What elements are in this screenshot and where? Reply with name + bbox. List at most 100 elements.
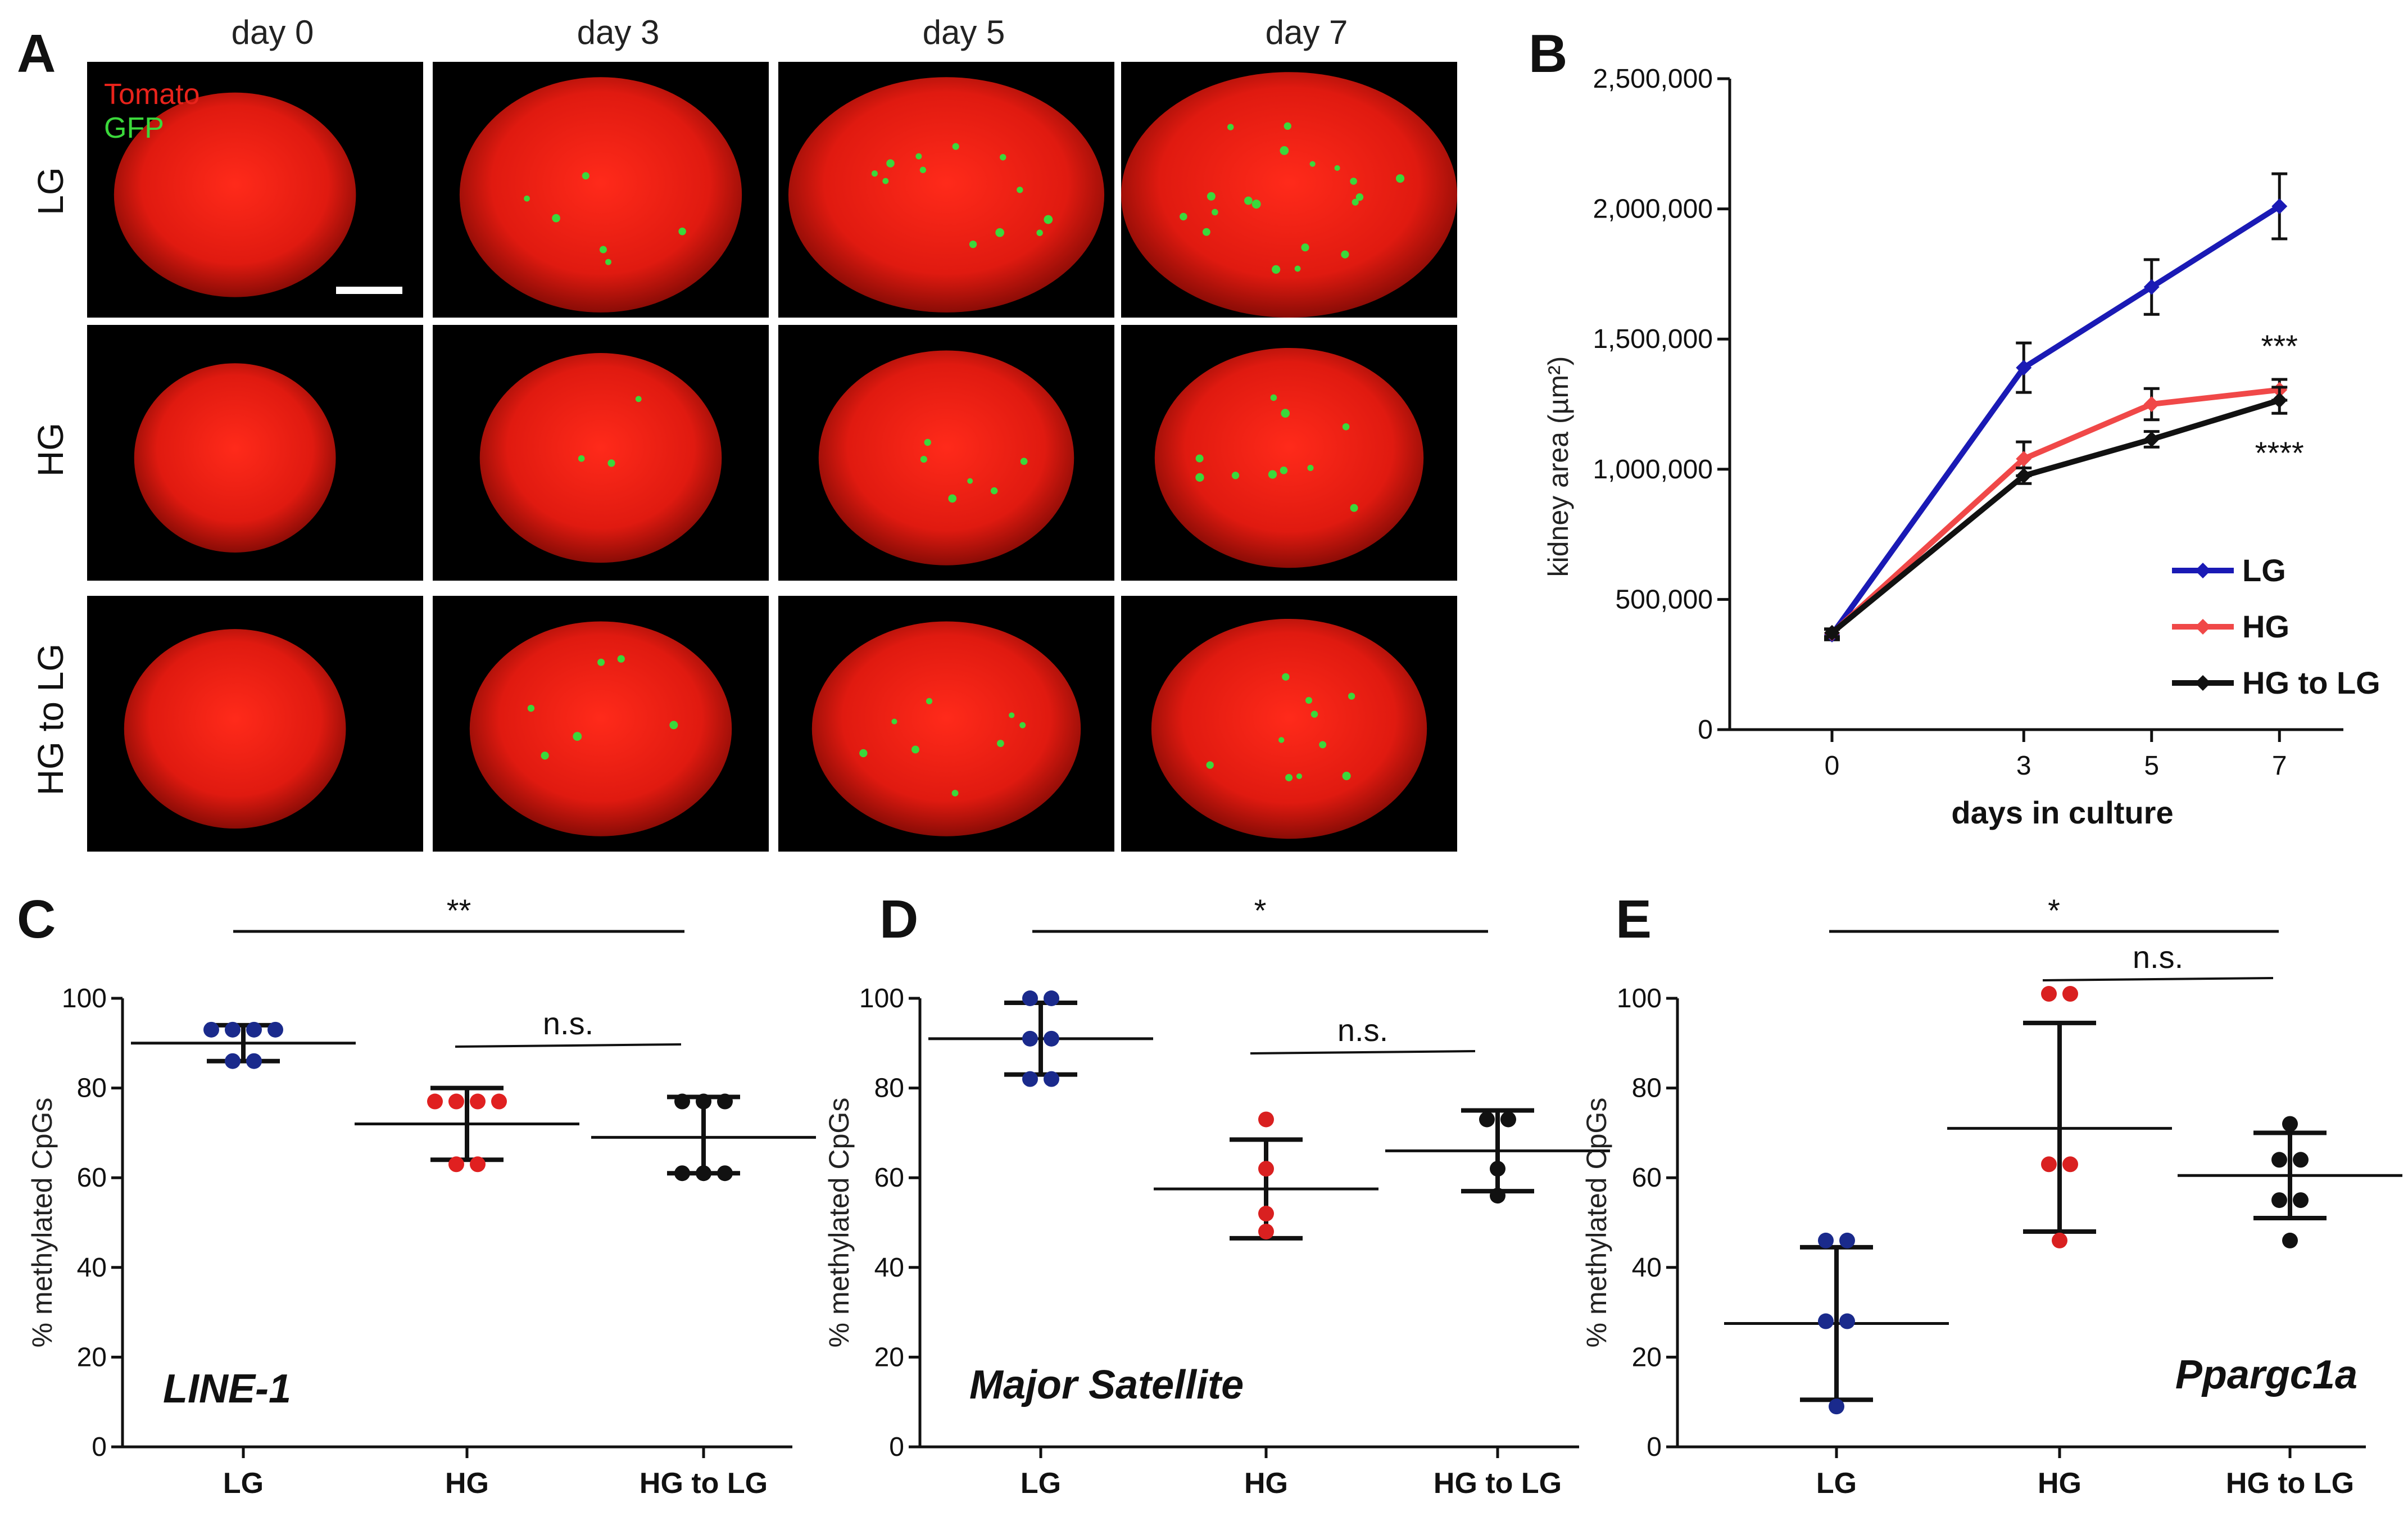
d-data-point [1044,1071,1059,1087]
gfp-spot [1207,192,1216,201]
c-y-tick-label: 80 [77,1074,107,1103]
b-data-point [2143,396,2160,412]
column-title-day-0: day 0 [232,13,314,51]
gfp-spot [605,259,611,265]
scale-bar [336,287,402,294]
c-y-tick-label: 20 [77,1342,107,1372]
d-data-point [1258,1206,1274,1222]
gfp-spot [617,655,625,663]
b-x-tick-label: 7 [2272,751,2287,781]
kidney-tissue-1-1 [479,353,722,563]
gfp-spot [1009,712,1015,718]
panel-label-e: E [1616,889,1652,949]
d-bracket-ns-label: n.s. [1337,1012,1388,1048]
gfp-spot [924,438,931,446]
e-y-tick-label: 20 [1632,1342,1662,1372]
b-y-tick-label: 2,000,000 [1593,194,1713,224]
e-data-point [2041,986,2057,1002]
b-data-point [2016,360,2032,376]
gfp-spot [552,214,560,223]
b-y-tick-label: 1,000,000 [1593,455,1713,485]
gfp-spot [573,732,582,741]
d-data-point [1500,1111,1516,1128]
c-data-point [491,1093,507,1110]
gfp-spot [1309,161,1316,167]
column-title-day-5: day 5 [923,13,1005,51]
c-data-point [470,1156,486,1173]
gfp-spot [524,195,530,202]
e-x-tick-label: LG [1816,1467,1857,1500]
panel-label-b: B [1529,24,1567,84]
kidney-tissue-2-0 [124,629,346,829]
gfp-spot [1350,504,1358,512]
kidney-tissue-0-3 [1121,72,1457,318]
column-title-day-7: day 7 [1266,13,1348,51]
gfp-spot [1281,409,1290,418]
b-series-line-0 [1829,203,2281,636]
e-y-axis-label: % methylated CpGs [1581,1098,1612,1348]
d-gene-label: Major Satellite [969,1363,1244,1408]
d-y-tick-label: 20 [874,1342,904,1372]
panel-a-micrographs: day 0 day 3 day 5 day 7 LG HG HG to LG T… [30,13,1457,852]
b-data-point [2271,392,2288,409]
d-bracket-ns [1250,1050,1476,1055]
d-x-tick-label: HG to LG [1434,1467,1562,1500]
gfp-spot [882,178,889,184]
gfp-spot [1227,124,1234,130]
d-data-point [1044,990,1059,1006]
gfp-spot [1305,696,1313,704]
c-data-point [717,1093,733,1110]
e-y-tick-label: 100 [1617,984,1662,1013]
d-data-point [1258,1223,1274,1239]
gfp-spot [1278,737,1285,743]
c-data-point [225,1021,241,1038]
gfp-spot [919,166,927,174]
d-data-point [1479,1111,1495,1128]
gfp-spot [582,172,589,180]
gfp-spot [1319,741,1327,749]
gfp-spot [607,459,615,467]
d-y-axis-label: % methylated CpGs [823,1098,855,1348]
c-data-point [448,1156,464,1173]
b-data-point [2143,431,2160,447]
d-data-point [1490,1161,1505,1177]
gfp-spot [952,143,959,150]
c-y-tick-label: 40 [77,1253,107,1283]
d-y-tick-label: 100 [859,984,904,1013]
gfp-spot [1272,265,1281,274]
c-y-tick-label: 100 [62,984,107,1013]
gfp-spot [1044,215,1053,224]
e-data-point [2041,1156,2057,1173]
d-y-tick-label: 40 [874,1253,904,1283]
b-y-axis-label: kidney area (µm²) [1543,356,1574,577]
e-data-point [2282,1232,2298,1248]
gfp-spot [920,456,927,463]
gfp-spot [669,721,678,730]
gfp-spot [599,246,607,254]
c-bracket-main-label: ** [447,893,471,928]
kidney-tissue-0-0 [114,92,356,297]
gfp-spot [541,752,549,760]
panel-d-scatter: Major Satellite 0 20 40 60 80 100 % methylated… [823,893,1610,1500]
c-data-point [696,1093,711,1110]
c-data-point [203,1021,219,1038]
kidney-tissue-1-0 [134,363,336,553]
gfp-spot [1036,229,1043,236]
gfp-spot [886,159,895,168]
gfp-spot [1000,154,1006,161]
b-y-tick-label: 2,500,000 [1593,64,1713,94]
c-y-tick-label: 60 [77,1163,107,1193]
gfp-spot [1310,711,1318,718]
b-x-tick-label: 3 [2016,751,2031,781]
b-significance-hg: *** [2261,328,2298,364]
gfp-spot [527,704,535,712]
e-data-point [2282,1116,2298,1132]
d-data-point [1044,1030,1059,1047]
c-x-tick-label: HG to LG [640,1467,768,1500]
e-gene-label: Ppargc1a [2175,1352,2357,1397]
e-y-tick-label: 0 [1647,1432,1662,1462]
gfp-spot [1017,187,1023,193]
column-title-day-3: day 3 [577,13,660,51]
kidney-tissue-0-2 [788,77,1105,313]
